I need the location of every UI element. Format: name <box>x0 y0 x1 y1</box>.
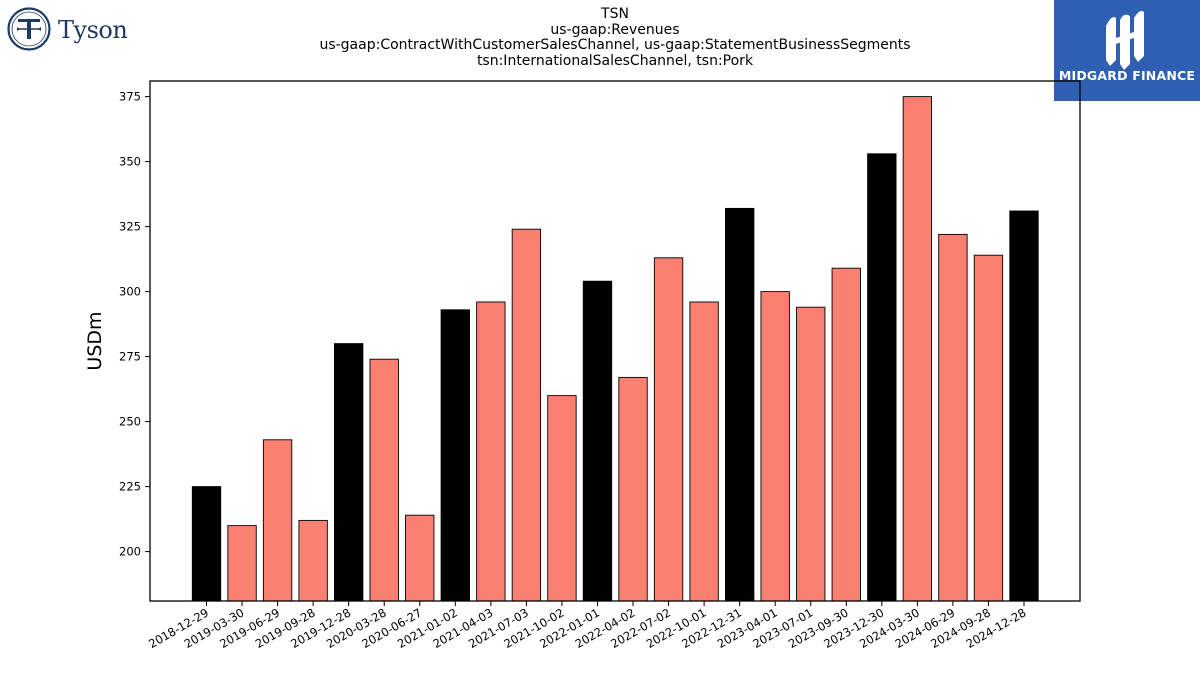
bar-2024-06-29 <box>938 233 968 602</box>
midgard-finance-logo: MIDGARD FINANCE <box>1054 0 1200 101</box>
bar-2024-03-30 <box>902 96 933 602</box>
bar-2022-01-01 <box>582 280 613 602</box>
y-tick-label: 325 <box>119 220 141 234</box>
y-axis-label: USDm <box>84 311 106 370</box>
y-tick-label: 350 <box>119 155 141 169</box>
bar-2024-12-28 <box>1009 210 1039 602</box>
chart-title-line-2: us-gaap:Revenues <box>550 21 680 38</box>
tyson-wordmark: Tyson <box>58 16 128 44</box>
bar-2019-03-30 <box>227 525 257 602</box>
y-tick-label: 200 <box>119 545 141 559</box>
bar-2023-04-01 <box>760 291 790 602</box>
plot-frame <box>149 80 1081 602</box>
bar-2022-12-31 <box>724 207 755 602</box>
bar-2022-10-01 <box>689 301 719 602</box>
chart-title: TSN us-gaap:Revenues us-gaap:ContractWit… <box>150 6 1080 69</box>
bar-2024-09-28 <box>973 254 1004 602</box>
bar-2019-06-29 <box>262 439 293 602</box>
bar-2022-07-02 <box>653 257 684 602</box>
chart-title-line-1: TSN <box>601 6 629 22</box>
y-tick-label: 300 <box>119 285 141 299</box>
bar-2021-01-02 <box>440 309 470 602</box>
bar-2023-07-01 <box>796 306 826 602</box>
bar-2023-12-30 <box>867 153 897 602</box>
bar-2022-04-02 <box>618 376 648 602</box>
bar-2021-10-02 <box>547 395 577 602</box>
bar-2021-07-03 <box>511 228 542 602</box>
chart-title-line-3: us-gaap:ContractWithCustomerSalesChannel… <box>319 37 911 54</box>
tyson-t-emblem-icon <box>7 7 51 51</box>
midgard-wordmark: MIDGARD FINANCE <box>1058 68 1196 83</box>
x-axis: 2018-12-292019-03-302019-06-292019-09-28… <box>146 601 1029 651</box>
tyson-logo: Tyson <box>6 6 141 54</box>
y-axis: 200 225 250 275 300 325 350 375 <box>119 90 150 559</box>
bar-2019-09-28 <box>298 519 328 602</box>
midgard-mark-icon <box>1106 10 1144 70</box>
y-tick-label: 225 <box>119 480 141 494</box>
chart-title-line-4: tsn:InternationalSalesChannel, tsn:Pork <box>476 52 754 69</box>
bar-2019-12-28 <box>334 343 364 602</box>
bar-2020-03-28 <box>369 358 399 602</box>
bar-2023-09-30 <box>831 267 861 602</box>
y-tick-label: 375 <box>119 90 141 104</box>
y-tick-label: 275 <box>119 350 141 364</box>
bar-2018-12-29 <box>191 486 222 602</box>
y-tick-label: 250 <box>119 415 141 429</box>
bar-2021-04-03 <box>476 301 506 602</box>
bars-group <box>191 96 1039 602</box>
bar-2020-06-27 <box>405 514 435 602</box>
